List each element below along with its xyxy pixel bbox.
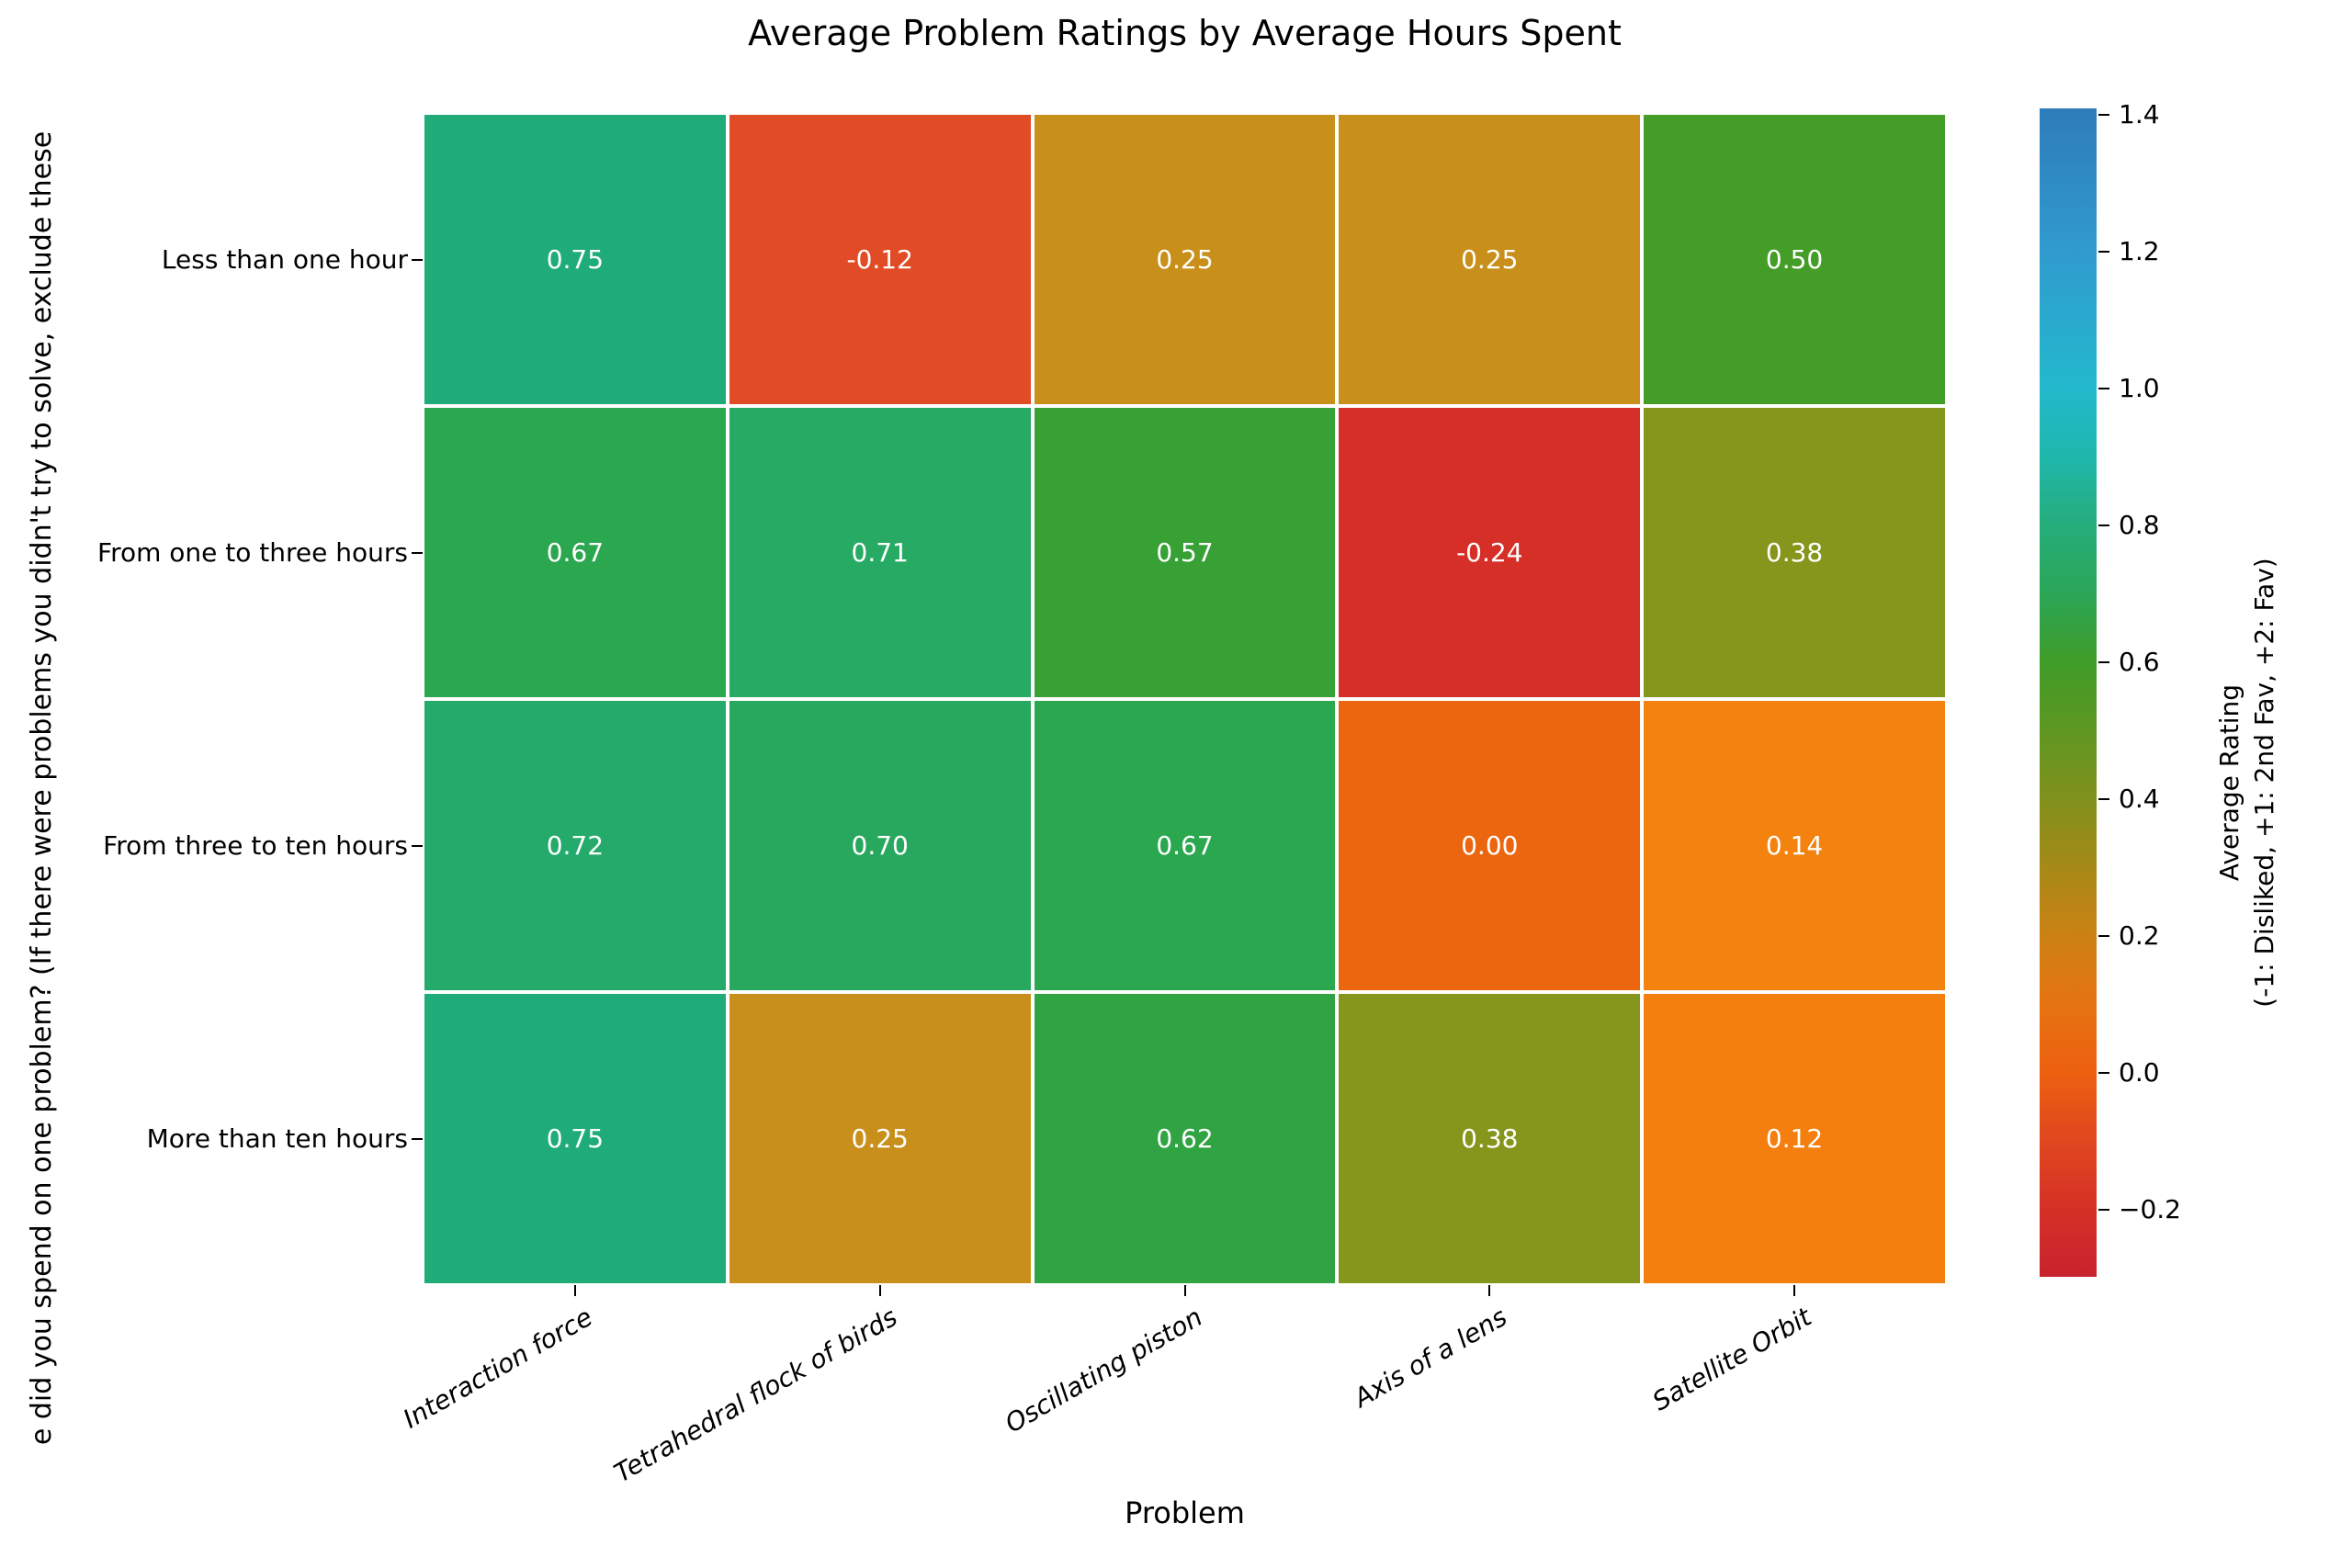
heatmap-cell: 0.38 bbox=[1644, 408, 1945, 697]
cell-value-label: 0.75 bbox=[546, 244, 605, 275]
cell-value-label: 0.25 bbox=[1461, 244, 1519, 275]
cell-value-label: 0.57 bbox=[1156, 537, 1214, 568]
heatmap-cell: 0.50 bbox=[1644, 115, 1945, 404]
heatmap-cell: 0.72 bbox=[424, 701, 726, 990]
col-tick bbox=[1488, 1285, 1491, 1296]
x-axis-title: Problem bbox=[1125, 1495, 1245, 1530]
cell-value-label: 0.71 bbox=[851, 537, 909, 568]
cell-value-label: -0.12 bbox=[846, 244, 913, 275]
heatmap-cell: 0.71 bbox=[729, 408, 1031, 697]
colorbar-tick-label: 0.0 bbox=[2119, 1057, 2160, 1088]
heatmap-cell: 0.75 bbox=[424, 115, 726, 404]
colorbar-tick bbox=[2098, 935, 2109, 937]
cell-value-label: 0.38 bbox=[1461, 1123, 1519, 1154]
y-axis-row-label: More than ten hours bbox=[146, 1122, 408, 1154]
cell-value-label: 0.70 bbox=[851, 830, 909, 861]
col-tick bbox=[1793, 1285, 1796, 1296]
heatmap-cell: 0.62 bbox=[1034, 994, 1336, 1283]
cell-value-label: 0.67 bbox=[1156, 830, 1214, 861]
heatmap-cell: 0.25 bbox=[729, 994, 1031, 1283]
y-axis-row-label: From one to three hours bbox=[97, 536, 408, 568]
x-axis-col-label: Tetrahedral flock of birds bbox=[608, 1302, 903, 1489]
heatmap-cell: 0.14 bbox=[1644, 701, 1945, 990]
chart-title: Average Problem Ratings by Average Hours… bbox=[748, 13, 1622, 53]
row-tick bbox=[412, 551, 423, 554]
cell-value-label: 0.38 bbox=[1765, 537, 1824, 568]
cell-value-label: 0.50 bbox=[1765, 244, 1824, 275]
heatmap-grid: 0.75 -0.12 0.25 0.25 0.50 0.67 0.71 0.57 -0.24 0.… bbox=[424, 115, 1945, 1283]
colorbar-gradient bbox=[2040, 108, 2097, 1277]
heatmap-cell: 0.70 bbox=[729, 701, 1031, 990]
x-axis-col-label: Axis of a lens bbox=[1348, 1302, 1512, 1414]
colorbar-title-line1: Average Rating bbox=[2214, 683, 2245, 882]
heatmap-cell: 0.67 bbox=[424, 408, 726, 697]
cell-value-label: 0.67 bbox=[546, 537, 605, 568]
colorbar-tick bbox=[2098, 798, 2109, 800]
colorbar-tick-label: 1.2 bbox=[2119, 236, 2160, 266]
heatmap-cell: 0.25 bbox=[1034, 115, 1336, 404]
heatmap-cell: 0.38 bbox=[1339, 994, 1641, 1283]
heatmap-cell: 0.25 bbox=[1339, 115, 1641, 404]
cell-value-label: -0.24 bbox=[1456, 537, 1523, 568]
heatmap-cell: 0.12 bbox=[1644, 994, 1945, 1283]
colorbar-tick bbox=[2098, 251, 2109, 253]
heatmap-cell: 0.67 bbox=[1034, 701, 1336, 990]
x-axis-col-label: Interaction force bbox=[398, 1302, 598, 1435]
colorbar-title-line2: (-1: Disliked, +1: 2nd Fav, +2: Fav) bbox=[2249, 558, 2279, 1008]
heatmap-cell: 0.00 bbox=[1339, 701, 1641, 990]
y-axis-title: e did you spend on one problem? (If ther… bbox=[26, 130, 58, 1446]
colorbar-tick-label: 0.2 bbox=[2119, 920, 2160, 951]
heatmap-cell: 0.75 bbox=[424, 994, 726, 1283]
colorbar-title: Average Rating (-1: Disliked, +1: 2nd Fa… bbox=[2212, 558, 2282, 1007]
colorbar-tick bbox=[2098, 114, 2109, 116]
colorbar-tick bbox=[2098, 1072, 2109, 1074]
heatmap-cell: 0.57 bbox=[1034, 408, 1336, 697]
cell-value-label: 0.62 bbox=[1156, 1123, 1214, 1154]
colorbar-tick-label: 1.4 bbox=[2119, 99, 2160, 130]
colorbar-tick-label: −0.2 bbox=[2119, 1194, 2181, 1224]
colorbar-tick bbox=[2098, 388, 2109, 389]
cell-value-label: 0.25 bbox=[1156, 244, 1214, 275]
row-tick bbox=[412, 258, 423, 261]
cell-value-label: 0.00 bbox=[1461, 830, 1519, 861]
col-tick bbox=[1183, 1285, 1186, 1296]
colorbar-tick-label: 0.8 bbox=[2119, 510, 2160, 540]
cell-value-label: 0.12 bbox=[1765, 1123, 1824, 1154]
colorbar-tick-label: 1.0 bbox=[2119, 373, 2160, 403]
cell-value-label: 0.72 bbox=[546, 830, 605, 861]
heatmap-cell: -0.24 bbox=[1339, 408, 1641, 697]
col-tick bbox=[878, 1285, 881, 1296]
colorbar-tick-label: 0.6 bbox=[2119, 647, 2160, 677]
colorbar-tick bbox=[2098, 661, 2109, 663]
cell-value-label: 0.25 bbox=[851, 1123, 909, 1154]
y-axis-row-label: From three to ten hours bbox=[103, 829, 408, 861]
colorbar-tick-label: 0.4 bbox=[2119, 784, 2160, 814]
heatmap-cell: -0.12 bbox=[729, 115, 1031, 404]
cell-value-label: 0.14 bbox=[1765, 830, 1824, 861]
colorbar-tick bbox=[2098, 525, 2109, 526]
col-tick bbox=[573, 1285, 576, 1296]
x-axis-col-label: Satellite Orbit bbox=[1647, 1302, 1817, 1417]
colorbar-tick bbox=[2098, 1209, 2109, 1211]
cell-value-label: 0.75 bbox=[546, 1123, 605, 1154]
y-axis-row-label: Less than one hour bbox=[161, 243, 408, 275]
x-axis-col-label: Oscillating piston bbox=[1000, 1302, 1207, 1439]
row-tick bbox=[412, 844, 423, 847]
row-tick bbox=[412, 1137, 423, 1140]
